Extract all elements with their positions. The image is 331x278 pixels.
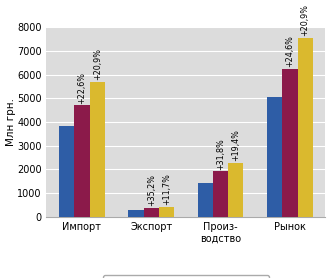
Bar xyxy=(159,207,174,217)
Bar xyxy=(90,82,105,217)
Bar xyxy=(128,210,144,217)
Text: +35,2%: +35,2% xyxy=(147,174,156,206)
Bar xyxy=(198,182,213,217)
Text: +11,7%: +11,7% xyxy=(162,173,171,205)
Text: +20,9%: +20,9% xyxy=(93,48,102,80)
Text: +24,6%: +24,6% xyxy=(285,36,294,67)
Bar xyxy=(267,97,282,217)
Text: +22,6%: +22,6% xyxy=(77,72,86,104)
Legend: 2009 г., 2010 г., 2011 г.: 2009 г., 2010 г., 2011 г. xyxy=(103,275,269,278)
Text: +20,9%: +20,9% xyxy=(301,4,309,36)
Bar xyxy=(282,69,298,217)
Bar xyxy=(59,126,74,217)
Bar xyxy=(144,208,159,217)
Text: +31,8%: +31,8% xyxy=(216,138,225,170)
Text: +19,4%: +19,4% xyxy=(231,129,240,161)
Bar xyxy=(74,105,90,217)
Bar xyxy=(228,163,244,217)
Bar xyxy=(213,171,228,217)
Y-axis label: Млн грн.: Млн грн. xyxy=(6,98,16,146)
Bar xyxy=(298,38,313,217)
